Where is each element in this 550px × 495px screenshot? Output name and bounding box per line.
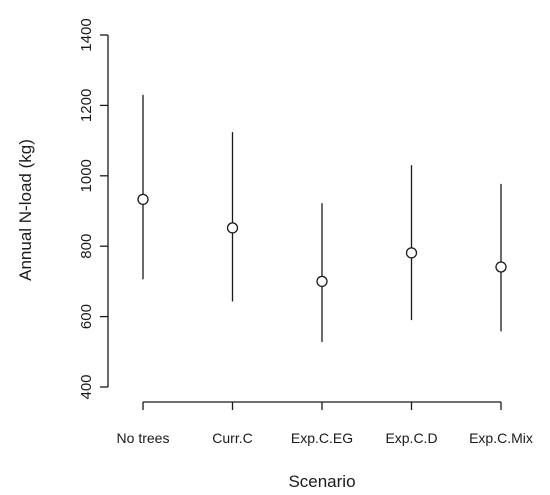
y-tick-label: 1400: [78, 18, 95, 51]
x-axis: No trees Curr.C Exp.C.EG Exp.C.D Exp.C.Mix: [117, 401, 533, 446]
y-tick-label: 1200: [78, 89, 95, 122]
y-tick-label: 600: [78, 304, 95, 329]
y-tick-label: 1000: [78, 159, 95, 192]
data-point: [316, 275, 328, 288]
y-axis-title: Annual N-load (kg): [16, 139, 35, 281]
y-tick-label: 400: [78, 374, 95, 399]
data-marks: [137, 94, 507, 342]
data-point: [137, 193, 149, 206]
y-tick-label: 800: [78, 234, 95, 259]
x-tick-label: No trees: [117, 430, 170, 446]
x-axis-title: Scenario: [288, 472, 355, 491]
data-point: [226, 222, 239, 234]
x-tick-label: Exp.C.EG: [291, 430, 353, 446]
data-point: [495, 261, 507, 273]
data-point: [405, 247, 418, 259]
y-axis: 400 600 800 1000 1200 1400: [78, 18, 109, 400]
x-tick-label: Curr.C: [212, 430, 252, 446]
x-tick-label: Exp.C.D: [385, 430, 437, 446]
x-tick-label: Exp.C.Mix: [469, 430, 533, 446]
